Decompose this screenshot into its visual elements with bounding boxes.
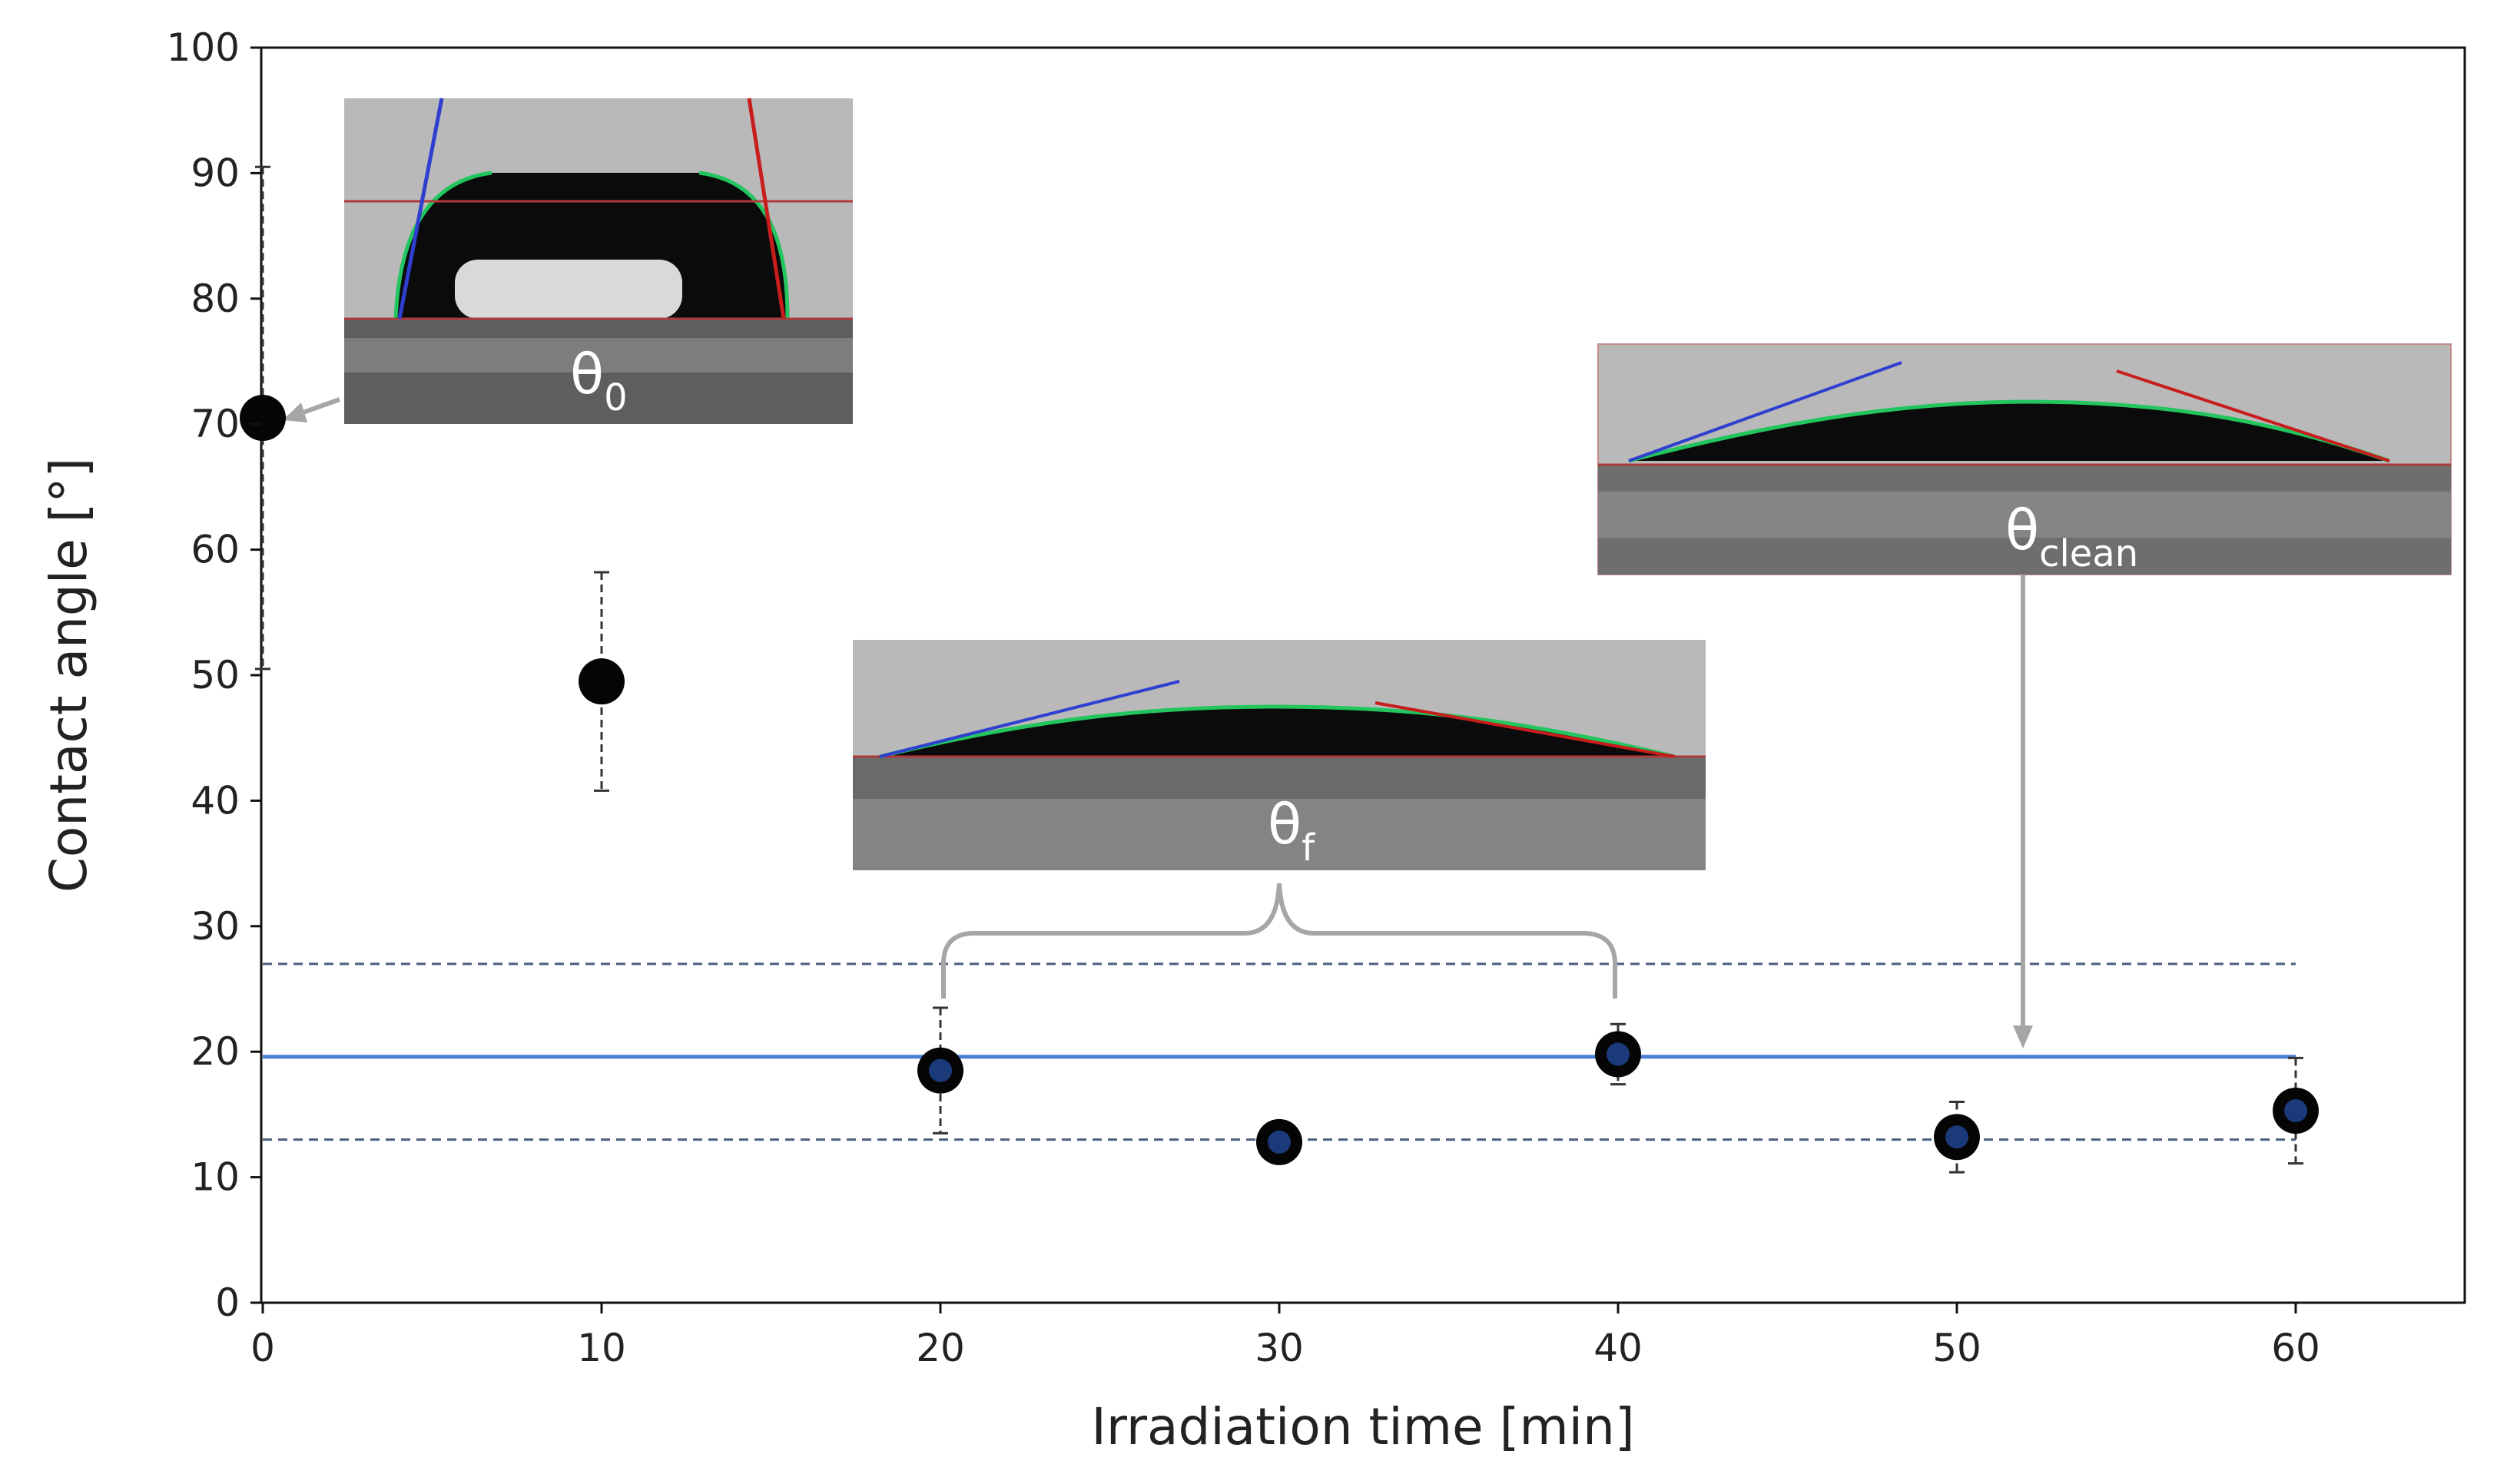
theta-f-brace [941,883,1617,999]
y-tick-label: 10 [191,1155,240,1200]
annotations [283,397,2033,1048]
data-point-core [1268,1130,1291,1154]
y-tick-label: 70 [191,402,240,446]
x-tick-label: 0 [250,1326,275,1370]
data-point [240,395,286,442]
droplet-fit-curve [879,704,1676,759]
x-axis-ticks: 0 10 20 30 40 50 60 [250,1303,2320,1370]
inset-theta-f: θf [853,640,1706,870]
data-point-core [1607,1042,1630,1066]
y-tick-label: 90 [191,151,240,195]
data-point [579,658,625,705]
data-point-core [1945,1125,1968,1149]
y-tick-label: 40 [191,778,240,823]
data-points [240,395,2319,1165]
y-axis-ticks: 0 10 20 30 40 50 60 70 80 90 100 [167,25,261,1325]
y-tick-label: 0 [215,1280,240,1325]
x-tick-label: 60 [2271,1326,2320,1370]
theta-clean-label: θclean [2005,498,2138,575]
x-tick-label: 10 [577,1326,626,1370]
tangent-right [2116,369,2390,462]
x-tick-label: 40 [1593,1326,1643,1370]
tangent-right [747,98,786,320]
y-tick-label: 20 [191,1029,240,1074]
inset-substrate-band [1598,492,2451,538]
tangent-left [397,98,444,320]
theta-0-arrowhead [283,402,307,422]
y-tick-label: 80 [191,277,240,321]
droplet-fit-curve [393,171,492,320]
y-tick-label: 60 [191,528,240,572]
x-tick-label: 30 [1255,1326,1304,1370]
theta-f-label: θf [1268,792,1315,870]
droplet-fit-curve [1628,399,2390,463]
x-tick-label: 50 [1932,1326,1981,1370]
tangent-left [879,680,1180,758]
data-point-core [929,1058,952,1082]
inset-theta-0: θ0 [344,98,853,424]
inset-substrate-band [344,338,853,373]
inset-substrate-band [853,799,1706,870]
droplet [1629,402,2389,461]
tangent-right [1375,701,1676,758]
droplet-highlight [455,260,682,319]
y-tick-label: 50 [191,653,240,697]
y-tick-label: 100 [167,25,240,70]
data-point-core [2284,1098,2307,1122]
x-tick-label: 20 [916,1326,965,1370]
theta-clean-arrowhead [2013,1025,2033,1048]
y-tick-label: 30 [191,904,240,949]
y-axis-title: Contact angle [°] [39,458,98,893]
tangent-left [1628,361,1902,462]
theta-0-label: θ0 [570,342,628,419]
inset-theta-clean: θclean [1597,343,2452,575]
x-axis-title: Irradiation time [min] [1091,1397,1634,1456]
